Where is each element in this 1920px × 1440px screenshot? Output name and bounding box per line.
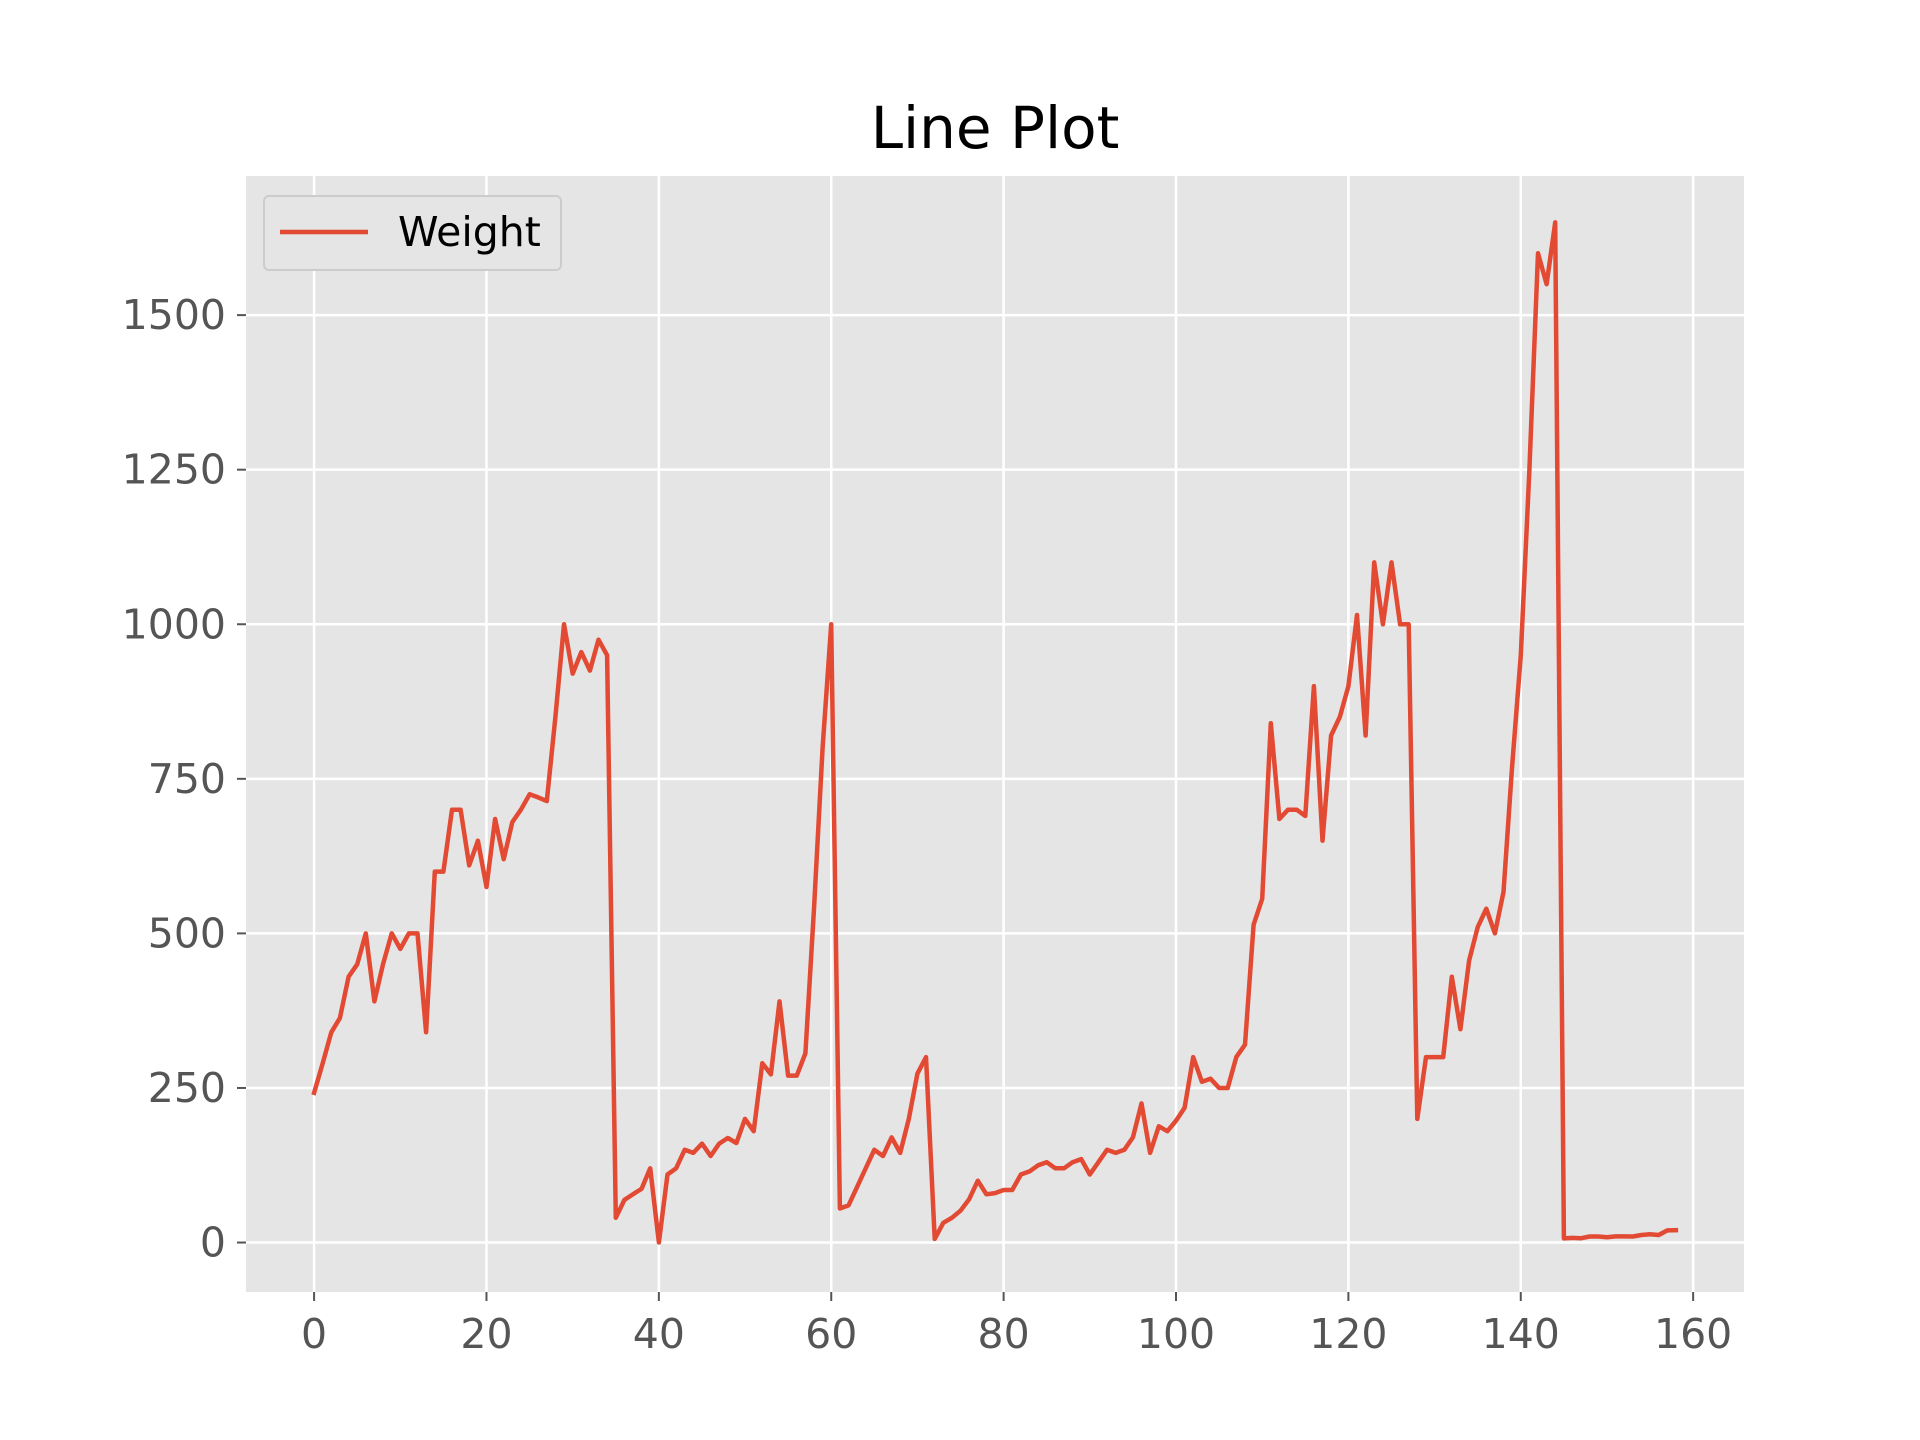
x-tick-label: 160 (1654, 1310, 1732, 1358)
y-axis-ticks: 0 250 500 750 1000 1250 1500 (122, 291, 246, 1267)
legend-label-weight: Weight (398, 208, 541, 256)
x-tick-label: 80 (978, 1310, 1030, 1358)
legend: Weight (263, 195, 562, 271)
legend-box (263, 195, 562, 271)
series-layer (311, 220, 1679, 1245)
x-tick-label: 60 (805, 1310, 857, 1358)
y-tick-label: 0 (200, 1219, 226, 1267)
grid-lines (246, 176, 1744, 1292)
x-tick-label: 140 (1482, 1310, 1560, 1358)
chart-title: Line Plot (871, 94, 1120, 162)
series-line-weight (311, 220, 1679, 1245)
y-tick-label: 1500 (122, 291, 226, 339)
y-tick-label: 1250 (122, 446, 226, 494)
x-tick-label: 40 (633, 1310, 685, 1358)
y-tick-label: 250 (148, 1064, 226, 1112)
x-tick-label: 100 (1137, 1310, 1215, 1358)
y-tick-label: 1000 (122, 600, 226, 648)
plot-background (246, 176, 1744, 1292)
x-tick-label: 20 (460, 1310, 512, 1358)
y-tick-label: 500 (148, 909, 226, 957)
x-axis-ticks: 0 20 40 60 80 100 120 140 160 (301, 1292, 1732, 1358)
y-tick-label: 750 (148, 755, 226, 803)
x-tick-label: 0 (301, 1310, 327, 1358)
x-tick-label: 120 (1309, 1310, 1387, 1358)
